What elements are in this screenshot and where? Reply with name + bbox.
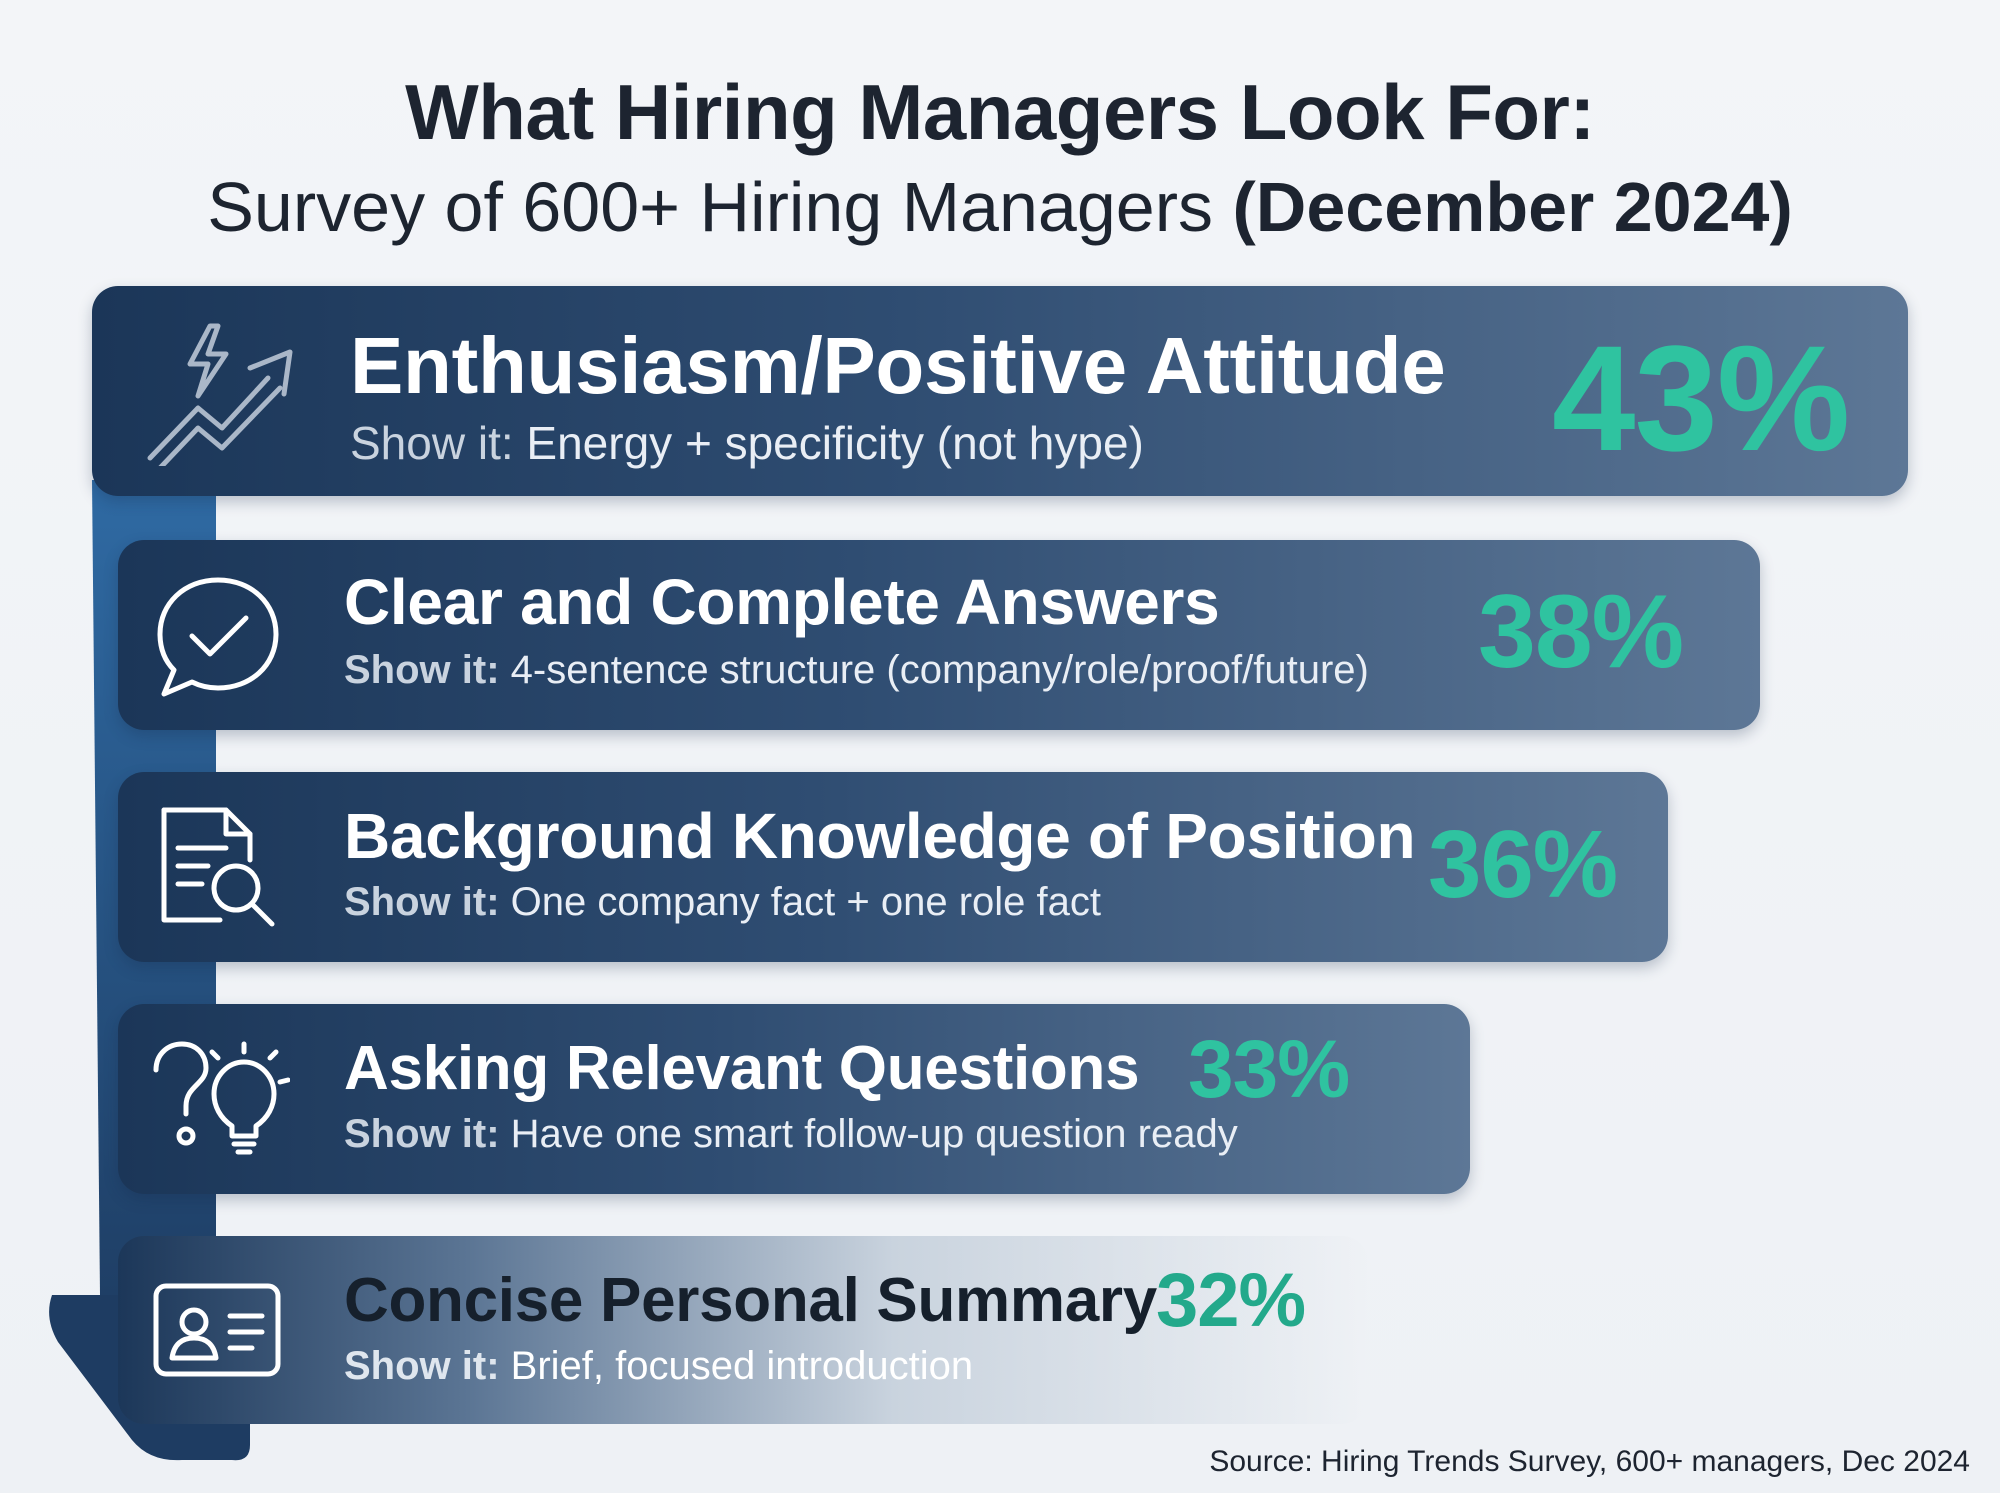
bar-personal-summary bbox=[118, 1236, 1368, 1424]
subtitle-date: (December 2024) bbox=[1232, 168, 1793, 246]
percent-value: 38% bbox=[1478, 574, 1684, 690]
row-title: Concise Personal Summary bbox=[344, 1266, 1157, 1335]
subtitle-main: Survey of 600+ Hiring Managers bbox=[207, 168, 1214, 246]
show-it-label: Show it: bbox=[344, 880, 500, 924]
row-title: Background Knowledge of Position bbox=[344, 800, 1416, 872]
chart-subtitle: Survey of 600+ Hiring Managers (December… bbox=[0, 162, 2000, 252]
show-it-label: Show it: bbox=[344, 1344, 500, 1388]
source-note: Source: Hiring Trends Survey, 600+ manag… bbox=[1209, 1445, 1970, 1478]
show-it-text: One company fact + one role fact bbox=[510, 880, 1101, 924]
show-it-text: 4-sentence structure (company/role/proof… bbox=[510, 648, 1369, 692]
bar-clear-answers bbox=[118, 540, 1760, 730]
row-show-it: Show it: One company fact + one role fac… bbox=[344, 880, 1101, 925]
show-it-text: Have one smart follow-up question ready bbox=[510, 1112, 1238, 1156]
question-lightbulb-icon bbox=[150, 1040, 290, 1160]
row-title: Clear and Complete Answers bbox=[344, 566, 1220, 638]
speech-bubble-check-icon bbox=[152, 572, 284, 702]
percent-value: 43% bbox=[1552, 314, 1850, 482]
show-it-label: Show it: bbox=[350, 417, 514, 469]
bar-enthusiasm bbox=[92, 286, 1908, 496]
id-card-icon bbox=[152, 1282, 282, 1378]
chart-title-block: What Hiring Managers Look For: Survey of… bbox=[0, 62, 2000, 252]
percent-value: 33% bbox=[1188, 1024, 1350, 1115]
row-show-it: Show it: Have one smart follow-up questi… bbox=[344, 1112, 1238, 1157]
show-it-label: Show it: bbox=[344, 1112, 500, 1156]
row-title: Enthusiasm/Positive Attitude bbox=[350, 321, 1446, 410]
document-search-icon bbox=[156, 804, 286, 934]
percent-value: 36% bbox=[1428, 811, 1618, 918]
show-it-label: Show it: bbox=[344, 648, 500, 692]
lightning-trend-arrow-icon bbox=[138, 316, 298, 466]
chart-title: What Hiring Managers Look For: bbox=[405, 68, 1595, 156]
bar-background-knowledge bbox=[118, 772, 1668, 962]
row-show-it: Show it: Energy + specificity (not hype) bbox=[350, 416, 1144, 470]
percent-value: 32% bbox=[1156, 1258, 1306, 1343]
row-title: Asking Relevant Questions bbox=[344, 1034, 1140, 1103]
row-show-it: Show it: Brief, focused introduction bbox=[344, 1344, 973, 1389]
row-show-it: Show it: 4-sentence structure (company/r… bbox=[344, 648, 1369, 693]
show-it-text: Energy + specificity (not hype) bbox=[526, 417, 1144, 469]
bar-relevant-questions bbox=[118, 1004, 1470, 1194]
show-it-text: Brief, focused introduction bbox=[510, 1344, 974, 1388]
